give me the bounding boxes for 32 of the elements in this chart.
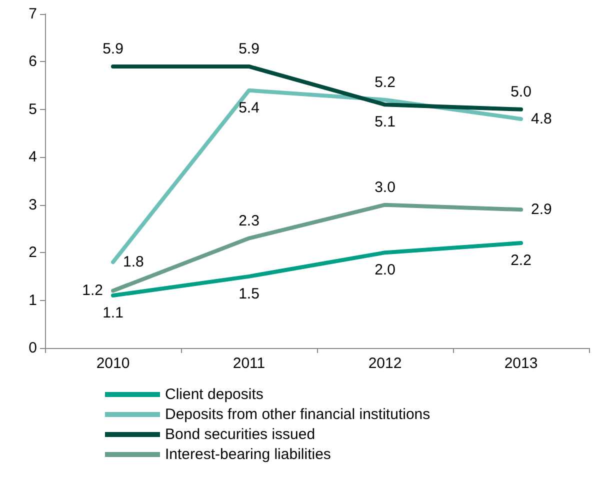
legend-label: Bond securities issued	[165, 426, 316, 443]
data-label: 5.9	[102, 40, 124, 58]
data-label: 1.5	[238, 285, 260, 302]
y-tick-label: 3	[28, 196, 37, 214]
data-label: 2.2	[510, 252, 532, 270]
data-label: 5.0	[510, 83, 532, 100]
y-tick-label: 1	[28, 292, 37, 309]
data-label: 1.2	[82, 282, 103, 300]
data-label: 2.3	[238, 212, 260, 230]
y-tick-label: 0	[28, 340, 37, 356]
data-label: 3.0	[374, 178, 396, 196]
y-tick-label: 2	[28, 244, 37, 262]
y-tick-label: 6	[28, 53, 37, 70]
data-label: 2.9	[531, 201, 552, 218]
data-label: 1.8	[123, 254, 144, 271]
x-tick-label: 2013	[504, 355, 538, 372]
x-tick-label: 2012	[368, 355, 402, 372]
data-label: 4.8	[531, 110, 552, 128]
data-label: 5.9	[238, 40, 260, 58]
x-tick-label: 2010	[96, 355, 130, 372]
data-label: 1.1	[102, 304, 124, 322]
data-label: 5.2	[374, 74, 396, 91]
data-label: 5.4	[238, 99, 260, 116]
legend-label: Deposits from other financial institutions	[165, 406, 430, 423]
x-tick-label: 2011	[232, 355, 266, 372]
legend-label: Client deposits	[165, 386, 264, 403]
data-label: 2.0	[374, 262, 396, 279]
y-tick-label: 4	[28, 148, 37, 166]
legend-label: Interest-bearing liabilities	[165, 446, 331, 463]
y-tick-label: 7	[28, 6, 37, 22]
data-label: 5.1	[374, 114, 396, 131]
y-tick-label: 5	[28, 100, 37, 118]
